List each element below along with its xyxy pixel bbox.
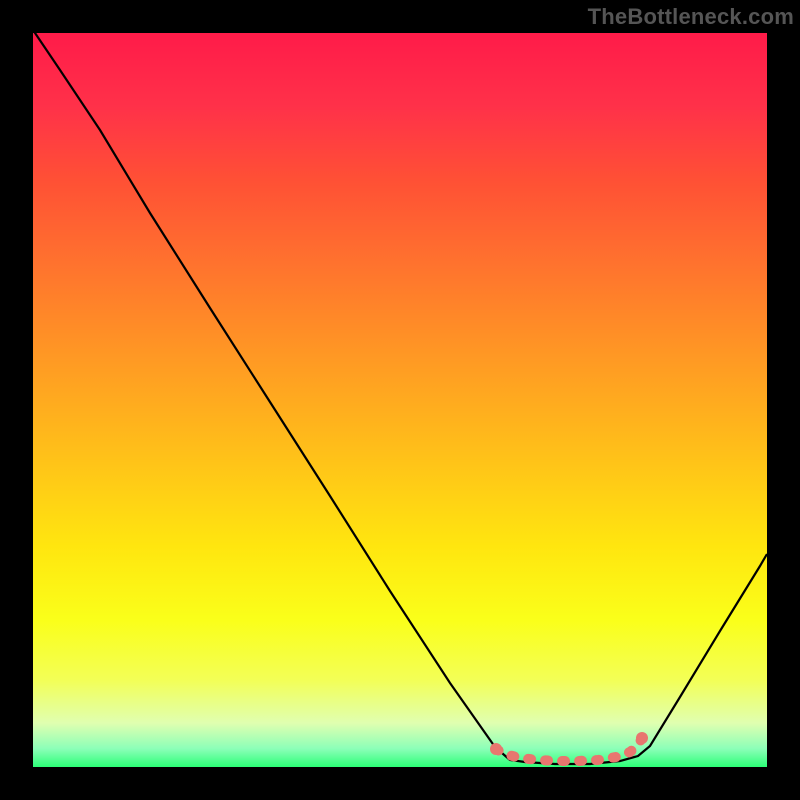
- gradient-background: [33, 33, 767, 767]
- chart-frame: TheBottleneck.com: [0, 0, 800, 800]
- bottleneck-curve-chart: [0, 0, 800, 800]
